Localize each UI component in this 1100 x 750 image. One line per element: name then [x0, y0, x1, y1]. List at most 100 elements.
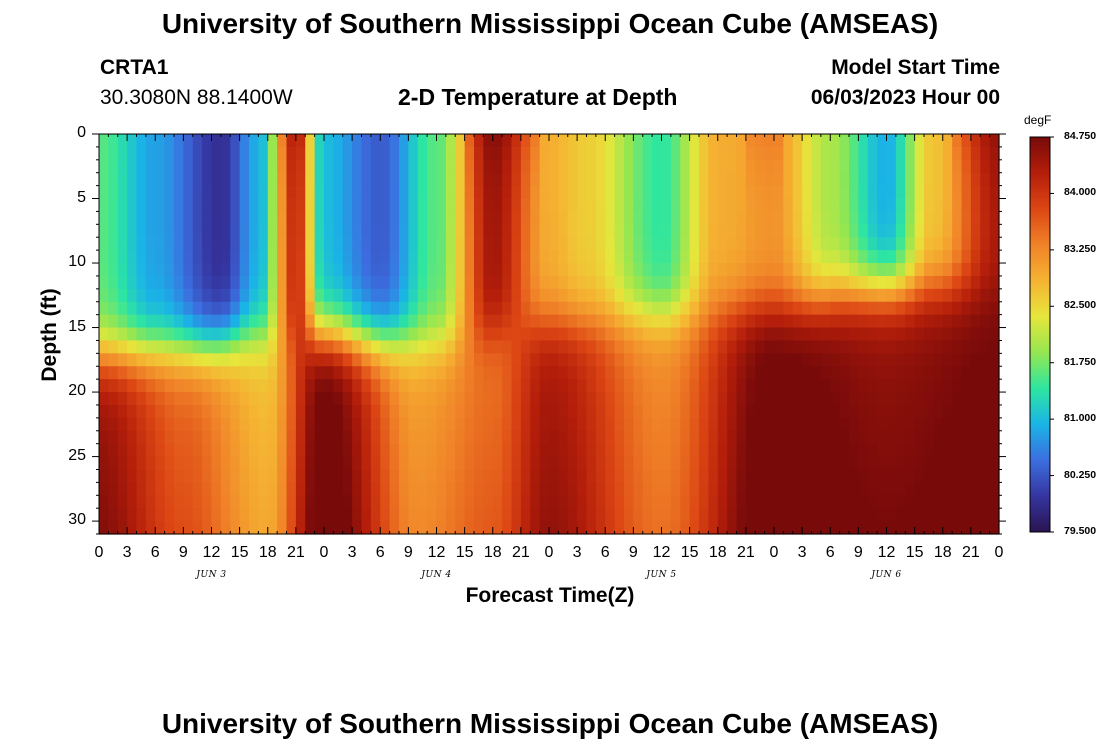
heatmap-cell: [577, 482, 588, 496]
heatmap-cell: [614, 288, 625, 303]
heatmap-cell: [530, 366, 541, 380]
heatmap-cell: [614, 404, 625, 419]
heatmap-cell: [783, 146, 794, 161]
heatmap-cell: [211, 430, 222, 445]
heatmap-cell: [192, 495, 203, 509]
heatmap-cell: [520, 495, 531, 509]
heatmap-cell: [670, 469, 681, 483]
heatmap-cell: [680, 172, 691, 187]
heatmap-cell: [905, 301, 916, 316]
heatmap-cell: [464, 482, 475, 496]
heatmap-cell: [642, 521, 653, 535]
heatmap-cell: [586, 495, 597, 509]
heatmap-cell: [774, 159, 784, 174]
heatmap-cell: [220, 224, 231, 238]
heatmap-cell: [267, 172, 278, 187]
heatmap-cell: [164, 237, 175, 251]
heatmap-cell: [483, 146, 494, 161]
heatmap-cell: [380, 495, 391, 509]
heatmap-cell: [558, 404, 569, 419]
heatmap-cell: [164, 482, 175, 496]
heatmap-cell: [858, 288, 869, 303]
heatmap-cell: [680, 134, 691, 148]
heatmap-cell: [436, 314, 447, 329]
heatmap-cell: [774, 185, 784, 200]
heatmap-cell: [680, 314, 691, 329]
heatmap-cell: [99, 482, 109, 496]
heatmap-cell: [942, 263, 953, 277]
heatmap-cell: [155, 392, 166, 406]
heatmap-cell: [145, 482, 156, 496]
heatmap-cell: [220, 146, 231, 161]
heatmap-cell: [324, 224, 334, 238]
heatmap-cell: [680, 430, 691, 445]
heatmap-cell: [614, 417, 625, 432]
heatmap-cell: [933, 250, 944, 264]
heatmap-cell: [277, 379, 288, 393]
heatmap-cell: [127, 237, 138, 251]
heatmap-cell: [127, 159, 138, 174]
heatmap-cell: [952, 521, 963, 535]
heatmap-cell: [286, 392, 297, 406]
heatmap-cell: [295, 366, 306, 380]
heatmap-cell: [839, 134, 850, 148]
heatmap-cell: [230, 288, 241, 303]
heatmap-cell: [314, 159, 325, 174]
heatmap-cell: [155, 340, 166, 354]
heatmap-cell: [961, 508, 972, 522]
heatmap-cell: [989, 495, 1000, 509]
heatmap-cell: [164, 134, 175, 148]
heatmap-cell: [914, 469, 925, 483]
heatmap-cell: [174, 417, 184, 432]
heatmap-cell: [914, 185, 925, 200]
heatmap-cell: [389, 211, 400, 225]
heatmap-cell: [745, 275, 756, 290]
heatmap-cell: [464, 379, 475, 393]
heatmap-cell: [483, 185, 494, 200]
heatmap-cell: [989, 508, 1000, 522]
heatmap-cell: [764, 495, 775, 509]
heatmap-cell: [408, 237, 419, 251]
heatmap-cell: [689, 392, 700, 406]
heatmap-cell: [389, 288, 400, 303]
heatmap-cell: [539, 521, 550, 535]
heatmap-cell: [802, 146, 813, 161]
x-tick-label: 9: [403, 544, 413, 561]
heatmap-cell: [455, 224, 466, 238]
heatmap-cell: [464, 185, 475, 200]
heatmap-cell: [389, 237, 400, 251]
heatmap-cell: [520, 443, 531, 458]
heatmap-cell: [117, 275, 128, 290]
heatmap-cell: [652, 185, 663, 200]
heatmap-cell: [192, 301, 203, 316]
heatmap-cell: [295, 237, 306, 251]
heatmap-cell: [192, 469, 203, 483]
heatmap-cell: [577, 327, 588, 342]
heatmap-cell: [370, 482, 381, 496]
heatmap-cell: [483, 159, 494, 174]
heatmap-cell: [314, 263, 325, 277]
heatmap-cell: [980, 495, 991, 509]
x-tick-label: 12: [202, 544, 221, 561]
heatmap-cell: [567, 430, 578, 445]
heatmap-cell: [192, 340, 203, 354]
heatmap-cell: [886, 392, 897, 406]
heatmap-cell: [99, 250, 109, 264]
heatmap-cell: [192, 456, 203, 471]
heatmap-cell: [699, 482, 709, 496]
heatmap-cell: [942, 146, 953, 161]
heatmap-cell: [436, 353, 447, 367]
heatmap-cell: [952, 159, 963, 174]
heatmap-cell: [614, 482, 625, 496]
heatmap-cell: [483, 198, 494, 213]
heatmap-cell: [886, 443, 897, 458]
heatmap-cell: [370, 224, 381, 238]
heatmap-cell: [99, 495, 109, 509]
heatmap-cell: [980, 482, 991, 496]
heatmap-cell: [192, 263, 203, 277]
heatmap-cell: [324, 159, 334, 174]
heatmap-cell: [136, 404, 147, 419]
heatmap-cell: [417, 185, 428, 200]
heatmap-cell: [605, 404, 616, 419]
